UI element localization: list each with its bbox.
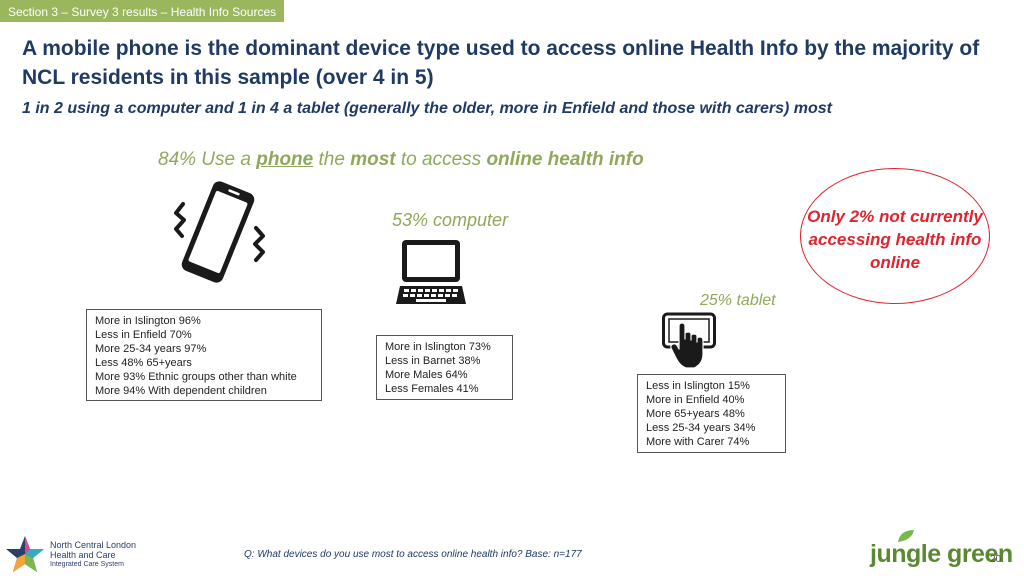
computer-detail-line: More in Islington 73% [385, 341, 491, 353]
computer-detail-line: Less in Barnet 38% [385, 355, 481, 367]
not-accessing-callout: Only 2% not currently accessing health i… [800, 168, 990, 304]
callout-text: Only 2% not currently accessing health i… [807, 206, 983, 272]
jungle-green-leaf-icon [898, 530, 914, 542]
headline-part3: to access [395, 149, 487, 170]
tablet-touch-icon [662, 312, 716, 369]
ncl-logo-line2: Health and Care [50, 550, 116, 560]
phone-detail-line: More in Islington 96% [95, 315, 201, 327]
phone-detail-line: Less 48% 65+years [95, 357, 192, 369]
phone-detail-line: More 94% With dependent children [95, 385, 267, 397]
footer-question: Q: What devices do you use most to acces… [244, 549, 582, 560]
headline-phone: phone [256, 149, 314, 170]
ncl-logo-line1: North Central London [50, 540, 137, 550]
headline-part2: the [313, 149, 351, 170]
page-subtitle: 1 in 2 using a computer and 1 in 4 a tab… [22, 100, 832, 117]
tablet-details-box: Less in Islington 15% More in Enfield 40… [637, 374, 786, 453]
computer-details-box: More in Islington 73% Less in Barnet 38%… [376, 335, 513, 400]
page-number: 20 [990, 554, 1002, 565]
tablet-detail-line: Less 25-34 years 34% [646, 422, 756, 434]
headline-part1: 84% Use a [158, 149, 257, 170]
page-title: A mobile phone is the dominant device ty… [22, 37, 980, 89]
ncl-logo-line3: Integrated Care System [50, 561, 124, 568]
computer-detail-line: Less Females 41% [385, 383, 479, 395]
phone-detail-line: More 93% Ethnic groups other than white [95, 371, 297, 383]
phone-detail-line: Less in Enfield 70% [95, 329, 192, 341]
phone-detail-line: More 25-34 years 97% [95, 343, 207, 355]
headline-online: online health info [486, 149, 644, 170]
phone-headline: 84% Use a phone the most to access onlin… [158, 149, 644, 171]
computer-percentage-label: 53% computer [392, 210, 509, 230]
tablet-detail-line: More in Enfield 40% [646, 394, 745, 406]
tablet-percentage-label: 25% tablet [700, 292, 776, 309]
jungle-green-logo: jungle green [870, 540, 1013, 568]
phone-details-box: More in Islington 96% Less in Enfield 70… [86, 309, 322, 401]
laptop-icon [396, 240, 466, 304]
headline-most: most [350, 149, 396, 170]
vibrating-phone-icon [174, 181, 265, 283]
computer-detail-line: More Males 64% [385, 369, 468, 381]
tablet-detail-line: More 65+years 48% [646, 408, 745, 420]
tablet-detail-line: More with Carer 74% [646, 436, 750, 448]
tablet-detail-line: Less in Islington 15% [646, 380, 750, 392]
section-tag: Section 3 – Survey 3 results – Health In… [0, 0, 285, 22]
ncl-logo-text: North Central London Health and Care Int… [50, 540, 136, 570]
ncl-star-logo-icon [6, 536, 44, 572]
